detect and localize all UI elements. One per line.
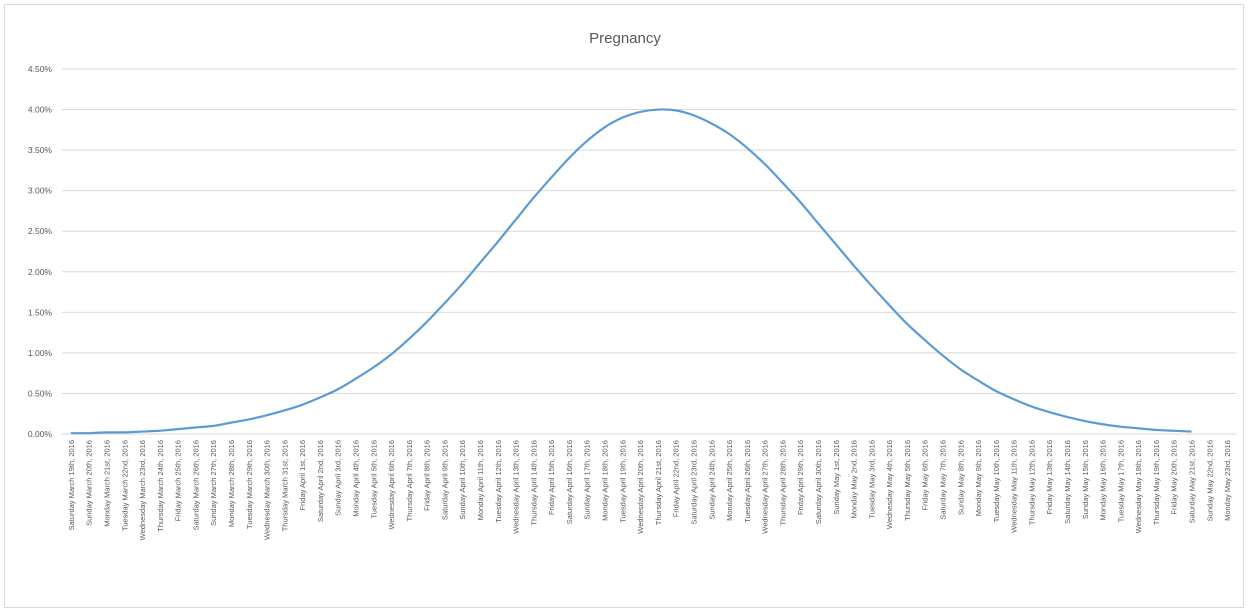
x-tick-label: Tuesday March 29th, 2016 [245,440,254,529]
x-tick-label: Friday March 25th, 2016 [174,440,183,521]
x-tick-label: Thursday April 28th, 2016 [778,440,787,525]
x-tick-label: Saturday April 23rd, 2016 [689,440,698,525]
x-tick-label: Wednesday March 23rd, 2016 [138,440,147,540]
y-tick-label: 3.50% [28,145,53,155]
x-tick-label: Tuesday April 26th, 2016 [743,440,752,523]
x-tick-label: Saturday May 14th, 2016 [1063,440,1072,524]
x-tick-label: Wednesday April 27th, 2016 [761,440,770,534]
x-tick-label: Sunday April 24th, 2016 [707,440,716,520]
x-tick-label: Sunday May 8th, 2016 [956,440,965,515]
x-tick-label: Saturday April 16th, 2016 [565,440,574,524]
x-tick-label: Friday April 15th, 2016 [547,440,556,515]
x-tick-label: Friday April 1st, 2016 [298,440,307,510]
x-tick-label: Sunday March 20th, 2016 [85,440,94,526]
x-tick-label: Sunday May 22nd, 2016 [1205,440,1214,521]
x-tick-label: Tuesday May 10th, 2016 [992,440,1001,522]
gridlines [62,68,1236,435]
x-tick-label: Tuesday April 19th, 2016 [618,440,627,523]
x-tick-label: Tuesday May 17th, 2016 [1116,440,1125,522]
x-tick-label: Friday May 20th, 2016 [1170,440,1179,515]
x-tick-label: Saturday April 2nd, 2016 [316,440,325,522]
x-tick-label: Friday April 22nd, 2016 [672,440,681,517]
x-tick-label: Tuesday May 3rd, 2016 [867,440,876,519]
x-tick-label: Sunday March 27th, 2016 [209,440,218,526]
x-tick-label: Saturday March 19th, 2016 [67,440,76,530]
x-axis-tick-labels: Saturday March 19th, 2016 Sunday March 20… [67,440,1232,540]
y-tick-label: 2.50% [28,226,53,236]
x-tick-label: Wednesday May 11th, 2016 [1010,440,1019,533]
chart-title: Pregnancy [589,30,661,47]
x-tick-label: Saturday May 7th, 2016 [939,440,948,520]
x-tick-label: Sunday April 17th, 2016 [583,440,592,520]
x-tick-label: Tuesday April 12th, 2016 [494,440,503,523]
x-tick-label: Friday May 13th, 2016 [1045,440,1054,515]
y-tick-label: 2.00% [28,267,53,277]
x-tick-label: Thursday April 14th, 2016 [529,440,538,525]
x-tick-label: Saturday March 26th, 2016 [191,440,200,530]
x-tick-label: Saturday April 30th, 2016 [814,440,823,524]
x-tick-label: Wednesday April 6th, 2016 [387,440,396,530]
x-tick-label: Wednesday April 13th, 2016 [512,440,521,534]
x-tick-label: Tuesday April 5th, 2016 [369,440,378,519]
series-line [70,108,1192,435]
x-tick-label: Sunday April 10th, 2016 [458,440,467,520]
x-tick-label: Saturday May 21st, 2016 [1188,440,1197,523]
x-tick-label: Thursday March 24th, 2016 [156,440,165,532]
x-tick-label: Monday March 28th, 2016 [227,440,236,527]
y-tick-label: 0.00% [28,429,53,439]
x-tick-label: Thursday May 12th, 2016 [1027,440,1036,525]
y-tick-label: 1.50% [28,307,53,317]
x-tick-label: Thursday May 19th, 2016 [1152,440,1161,525]
x-tick-label: Thursday April 7th, 2016 [405,440,414,521]
x-tick-label: Monday May 2nd, 2016 [850,440,859,518]
x-tick-label: Sunday May 1st, 2016 [832,440,841,515]
x-tick-label: Monday May 23rd, 2016 [1223,440,1232,521]
x-tick-label: Saturday April 9th, 2016 [440,440,449,520]
x-tick-label: Wednesday April 20th, 2016 [636,440,645,534]
x-tick-label: Thursday May 5th, 2016 [903,440,912,521]
x-tick-label: Friday April 8th, 2016 [423,440,432,511]
y-tick-label: 0.50% [28,388,53,398]
x-tick-label: Monday April 11th, 2016 [476,440,485,520]
x-tick-label: Thursday March 31st, 2016 [280,440,289,531]
series-layer [70,108,1192,435]
x-tick-label: Monday May 9th, 2016 [974,440,983,516]
y-tick-label: 1.00% [28,348,53,358]
x-tick-label: Wednesday March 30th, 2016 [263,440,272,540]
x-tick-label: Sunday May 15th, 2016 [1081,440,1090,519]
x-tick-label: Monday April 18th, 2016 [601,440,610,521]
y-tick-label: 3.00% [28,186,53,196]
x-tick-label: Friday April 29th, 2016 [796,440,805,515]
y-tick-label: 4.00% [28,105,53,115]
x-tick-label: Monday March 21st, 2016 [102,440,111,527]
y-axis-tick-labels: 0.00% 0.50% 1.00% 1.50% 2.00% 2.50% 3.00% 3.50%… [28,64,53,439]
x-tick-label: Monday April 25th, 2016 [725,440,734,521]
chart-frame [4,4,1244,608]
x-tick-label: Thursday April 21st, 2016 [654,440,663,525]
x-tick-label: Wednesday May 4th, 2016 [885,440,894,529]
x-tick-label: Monday April 4th, 2016 [352,440,361,517]
x-tick-label: Wednesday May 18th, 2016 [1134,440,1143,533]
x-tick-label: Sunday April 3rd, 2016 [334,440,343,516]
x-tick-label: Friday May 6th, 2016 [921,440,930,510]
x-tick-label: Monday May 16th, 2016 [1099,440,1108,520]
x-tick-label: Tuesday March 22nd, 2016 [120,440,129,531]
y-tick-label: 4.50% [28,64,53,74]
